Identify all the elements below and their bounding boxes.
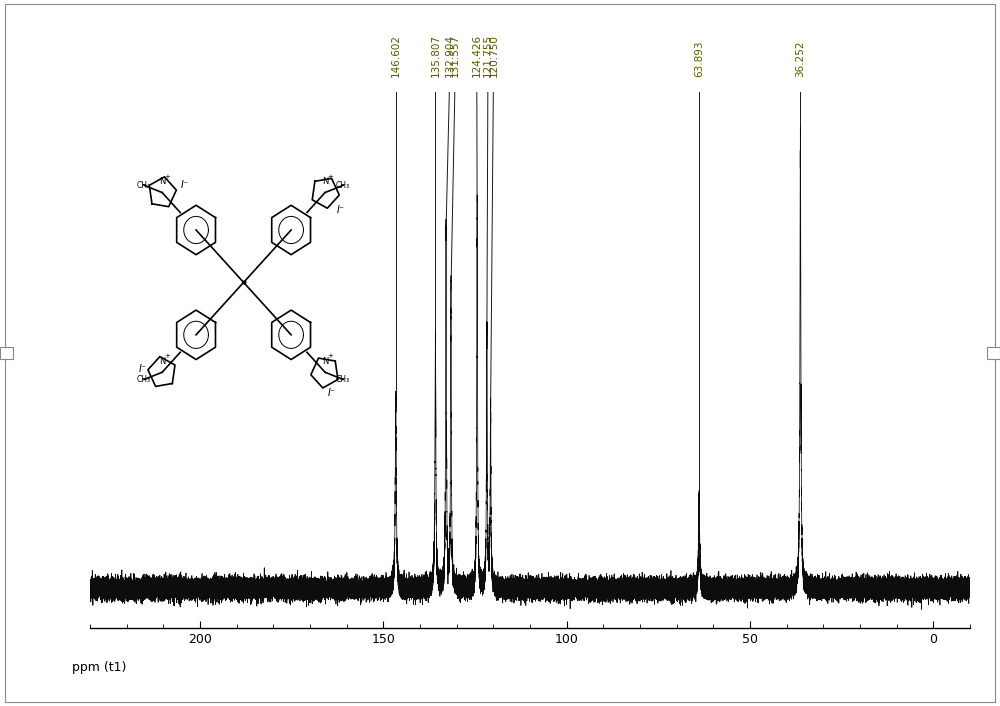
Text: 120.750: 120.750 — [488, 34, 498, 77]
Text: N: N — [322, 357, 328, 366]
Text: CH₃: CH₃ — [336, 181, 350, 190]
Text: 36.252: 36.252 — [795, 40, 805, 77]
Text: 63.893: 63.893 — [694, 40, 704, 77]
Text: +: + — [164, 174, 170, 179]
Text: I⁻: I⁻ — [139, 364, 147, 373]
Text: +: + — [164, 354, 170, 359]
Text: CH₃: CH₃ — [137, 375, 151, 384]
Text: N: N — [322, 177, 328, 186]
Text: 132.904: 132.904 — [444, 34, 454, 77]
Text: 121.755: 121.755 — [483, 34, 493, 77]
Text: CH₃: CH₃ — [137, 181, 151, 190]
Text: CH₃: CH₃ — [336, 375, 350, 384]
Text: N: N — [159, 177, 165, 186]
Text: 131.557: 131.557 — [450, 34, 460, 77]
Text: I⁻: I⁻ — [337, 205, 345, 215]
Text: 146.602: 146.602 — [391, 34, 401, 77]
Text: +: + — [327, 354, 333, 359]
Text: 124.426: 124.426 — [472, 34, 482, 77]
Text: ppm (t1): ppm (t1) — [72, 661, 126, 674]
Text: I⁻: I⁻ — [181, 181, 189, 191]
Text: +: + — [327, 174, 333, 179]
Text: 135.807: 135.807 — [430, 34, 440, 77]
Text: I⁻: I⁻ — [327, 388, 335, 398]
Text: N: N — [159, 357, 165, 366]
